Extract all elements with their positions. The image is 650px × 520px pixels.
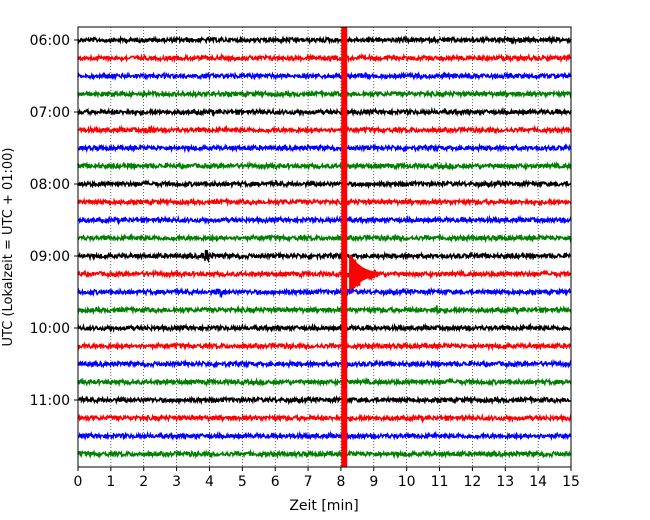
y-axis-label: UTC (Lokalzeit = UTC + 01:00)	[1, 148, 16, 347]
x-tick-label-14: 14	[529, 474, 547, 490]
x-tick-label-13: 13	[496, 474, 514, 490]
trace-1100	[77, 394, 572, 406]
trace-0600	[77, 34, 572, 46]
trace-0930	[77, 286, 572, 299]
x-tick-label-3: 3	[172, 474, 181, 490]
trace-0845	[77, 232, 572, 244]
x-tick-label-8: 8	[336, 474, 345, 490]
trace-0830	[77, 214, 572, 226]
x-tick-label-2: 2	[139, 474, 148, 490]
trace-0715	[77, 124, 572, 136]
x-axis-label: Zeit [min]	[289, 498, 358, 514]
x-tick-label-4: 4	[205, 474, 214, 490]
trace-1130	[77, 430, 572, 442]
trace-0730	[77, 142, 572, 154]
x-axis-ticks: 0 1 2 3 4 5 6 7 8 9 10 11 12 13 14 15	[74, 467, 580, 490]
x-tick-label-9: 9	[369, 474, 378, 490]
x-tick-label-12: 12	[463, 474, 481, 490]
x-tick-label-10: 10	[398, 474, 416, 490]
x-tick-label-5: 5	[238, 474, 247, 490]
x-tick-label-7: 7	[304, 474, 313, 490]
trace-1000	[77, 322, 572, 334]
trace-0700	[77, 106, 572, 118]
trace-0945	[77, 305, 572, 316]
trace-0815	[77, 197, 572, 208]
trace-1030	[77, 358, 572, 370]
x-tick-label-15: 15	[562, 474, 580, 490]
trace-1015	[77, 340, 572, 352]
y-axis-ticks: 06:00 07:00 08:00 09:00 10:00 11:00	[30, 33, 78, 409]
grid-lines	[110, 27, 539, 467]
trace-1115	[77, 412, 572, 424]
trace-0645	[77, 88, 572, 100]
x-tick-label-11: 11	[431, 474, 449, 490]
saturated-marker-layer	[341, 27, 348, 467]
y-tick-label-0600: 06:00	[30, 33, 70, 49]
trace-0800	[77, 178, 572, 190]
trace-0745	[77, 160, 572, 172]
y-tick-label-1000: 10:00	[30, 321, 70, 337]
x-tick-label-0: 0	[74, 474, 83, 490]
saturated-marker	[341, 27, 348, 467]
y-tick-label-1100: 11:00	[30, 393, 70, 409]
seismic-traces	[77, 34, 572, 460]
event-burst-0915	[349, 254, 381, 294]
trace-1045	[77, 376, 572, 388]
trace-0915	[77, 255, 572, 292]
trace-0615	[77, 52, 572, 64]
trace-0630	[77, 70, 572, 82]
y-tick-label-0700: 07:00	[30, 105, 70, 121]
trace-0900	[77, 249, 572, 264]
y-tick-label-0900: 09:00	[30, 249, 70, 265]
x-tick-label-1: 1	[106, 474, 115, 490]
y-tick-label-0800: 08:00	[30, 177, 70, 193]
x-tick-label-6: 6	[271, 474, 280, 490]
plot-frame	[77, 26, 572, 468]
trace-1145	[77, 448, 572, 460]
